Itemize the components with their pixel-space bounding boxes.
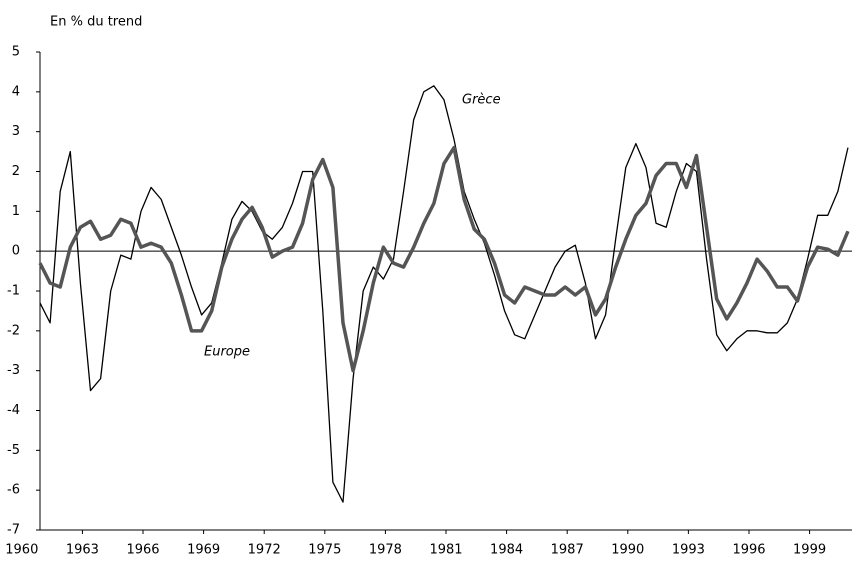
x-tick-label: 1987 — [551, 543, 584, 558]
series-line — [39, 85, 849, 503]
y-tick-label: 2 — [12, 164, 20, 179]
y-tick-label: 0 — [12, 244, 20, 259]
y-tick-label: -1 — [7, 284, 20, 299]
y-tick-label: 5 — [12, 45, 20, 60]
x-tick-label: 1972 — [248, 543, 281, 558]
x-tick-label: 1978 — [369, 543, 402, 558]
y-tick-label: 4 — [12, 84, 20, 99]
y-tick-label: -2 — [7, 323, 20, 338]
x-tick-label: 1990 — [611, 543, 644, 558]
annotation: Europe — [204, 345, 250, 360]
y-tick-label: 1 — [12, 204, 20, 219]
x-tick-label: 1963 — [66, 543, 99, 558]
x-tick-label: 1984 — [490, 543, 523, 558]
annotation: Grèce — [462, 93, 501, 108]
y-tick-label: -5 — [7, 443, 20, 458]
series-line — [38, 145, 850, 373]
x-tick-label: 1969 — [187, 543, 220, 558]
y-tick-label: -6 — [7, 483, 20, 498]
x-tick-label: 1966 — [126, 543, 159, 558]
chart-title: En % du trend — [50, 15, 142, 30]
x-tick-label: 1999 — [793, 543, 826, 558]
x-tick-label: 1960 — [5, 543, 38, 558]
x-tick-label: 1975 — [308, 543, 341, 558]
x-tick-label: 1993 — [672, 543, 705, 558]
y-tick-label: -7 — [7, 523, 20, 538]
x-tick-label: 1996 — [732, 543, 765, 558]
y-tick-label: 3 — [12, 124, 20, 139]
y-tick-label: -4 — [7, 403, 20, 418]
x-tick-label: 1981 — [429, 543, 462, 558]
y-tick-label: -3 — [7, 363, 20, 378]
